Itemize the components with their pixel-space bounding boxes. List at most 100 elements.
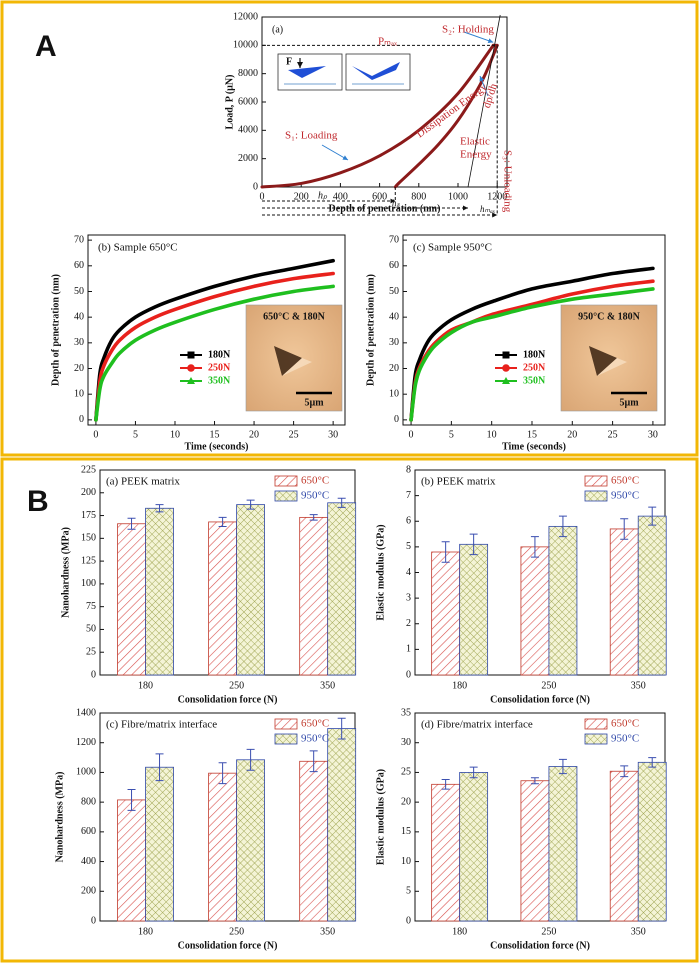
- error-bar: [309, 514, 318, 521]
- x-tick-label: 350: [320, 680, 335, 691]
- x-tick-label: 5: [449, 429, 454, 440]
- legend-label: 650°C: [301, 475, 329, 487]
- y-tick-label: 1200: [76, 737, 96, 748]
- x-tick-label: 0: [93, 429, 98, 440]
- chart-title: (b) PEEK matrix: [421, 476, 496, 488]
- x-axis-label: Consolidation force (N): [178, 694, 278, 705]
- legend-label: 950°C: [611, 490, 639, 502]
- y-tick-label: 5: [406, 886, 411, 897]
- annotation: Pₘₐₓ: [378, 36, 398, 48]
- error-bar: [337, 717, 346, 740]
- chart-title: (a): [272, 24, 283, 35]
- bar: [609, 528, 639, 676]
- y-tick-label: 5: [406, 541, 411, 552]
- x-tick-label: 800: [411, 191, 426, 202]
- bar: [431, 783, 461, 922]
- legend-label: 650°C: [301, 718, 329, 730]
- y-tick-label: 800: [81, 796, 96, 807]
- tangent-line: [467, 14, 501, 188]
- y-tick-label: 1400: [76, 707, 96, 718]
- bar: [609, 770, 639, 922]
- x-tick-label: 180: [138, 926, 153, 937]
- data-line: [94, 284, 335, 422]
- bar: [548, 525, 578, 676]
- data-line: [409, 287, 655, 422]
- indent-mark: [274, 346, 302, 376]
- y-tick-label: 2000: [238, 153, 258, 164]
- legend-swatch: [584, 490, 608, 502]
- x-tick-label: 400: [333, 191, 348, 202]
- data-line: [94, 258, 335, 422]
- annotation: S₃: Unloading: [501, 150, 513, 213]
- bar: [117, 523, 146, 676]
- x-tick-label: 5: [133, 429, 138, 440]
- error-bar: [648, 506, 657, 526]
- legend-label: 950°C: [611, 733, 639, 745]
- error-bar: [469, 533, 478, 556]
- bar: [327, 728, 357, 922]
- y-tick-label: 0: [394, 414, 399, 425]
- legend-label: 180N: [208, 349, 231, 360]
- bar: [145, 507, 174, 676]
- y-tick-label: 175: [81, 510, 96, 521]
- y-tick-label: 10: [389, 388, 399, 399]
- error-bar: [127, 789, 136, 811]
- data-line: [260, 43, 495, 189]
- legend-label: 250N: [208, 362, 231, 373]
- y-tick-label: 6: [406, 516, 411, 527]
- y-tick-label: 40: [389, 311, 399, 322]
- x-tick-label: 250: [229, 926, 244, 937]
- y-tick-label: 10000: [233, 40, 258, 51]
- legend-label: 950°C: [301, 490, 329, 502]
- y-tick-label: 200: [81, 487, 96, 498]
- bar: [459, 772, 489, 922]
- inset-label: 650°C & 180N: [263, 311, 326, 322]
- bar: [208, 772, 238, 922]
- legend-label: 350N: [523, 375, 546, 386]
- y-tick-label: 15: [401, 826, 411, 837]
- y-tick-label: 30: [401, 737, 411, 748]
- x-axis-label: Time (seconds): [502, 441, 566, 452]
- y-axis-label: Nanohardness (MPa): [54, 772, 65, 863]
- y-tick-label: 1000: [76, 767, 96, 778]
- panel-border: [0, 0, 699, 457]
- x-tick-label: 15: [210, 429, 220, 440]
- y-tick-label: 2: [406, 618, 411, 629]
- y-axis-label: Load, P (µN): [224, 75, 235, 130]
- x-tick-label: 350: [631, 926, 646, 937]
- annotation: Energy: [460, 149, 492, 161]
- y-tick-label: 75: [86, 601, 96, 612]
- x-tick-label: 30: [648, 429, 658, 440]
- y-tick-label: 40: [74, 311, 84, 322]
- x-tick-label: 20: [567, 429, 577, 440]
- y-tick-label: 0: [406, 669, 411, 680]
- y-tick-label: 100: [81, 578, 96, 589]
- chart-title: (b) Sample 650°C: [98, 242, 178, 254]
- x-tick-label: 20: [249, 429, 259, 440]
- annotation: hₛ: [392, 198, 401, 208]
- x-tick-label: 25: [608, 429, 618, 440]
- x-tick-label: 30: [328, 429, 338, 440]
- bar: [637, 515, 667, 676]
- bar: [459, 543, 489, 676]
- error-bar: [648, 757, 657, 768]
- scale-label: 5µm: [619, 397, 639, 408]
- legend-label: 350N: [208, 375, 231, 386]
- x-axis-label: Consolidation force (N): [490, 694, 590, 705]
- error-bar: [218, 762, 227, 785]
- inset-label: 950°C & 180N: [578, 311, 641, 322]
- y-tick-label: 0: [79, 414, 84, 425]
- y-axis-label: Depth of penetration (nm): [50, 274, 61, 386]
- y-tick-label: 25: [401, 767, 411, 778]
- error-bar: [620, 765, 629, 778]
- x-tick-label: 0: [260, 191, 265, 202]
- legend-marker: [502, 364, 510, 372]
- y-tick-label: 0: [406, 915, 411, 926]
- chart-title: (d) Fibre/matrix interface: [421, 719, 533, 731]
- bar: [145, 766, 174, 922]
- y-tick-label: 70: [74, 234, 84, 245]
- chart-title: (c) Fibre/matrix interface: [106, 719, 217, 731]
- chart-title: (a) PEEK matrix: [106, 476, 180, 488]
- legend-swatch: [274, 733, 298, 745]
- error-bar: [309, 750, 318, 773]
